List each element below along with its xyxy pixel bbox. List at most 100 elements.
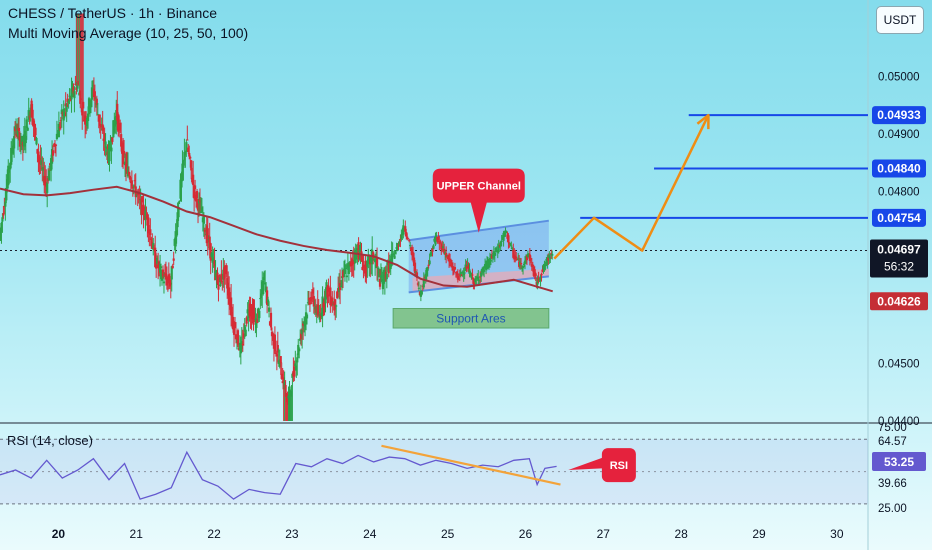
candle-body xyxy=(219,277,222,286)
candle-body xyxy=(133,180,136,182)
time-axis-label: 26 xyxy=(519,527,533,541)
candle-body xyxy=(192,174,195,186)
candle-body xyxy=(258,310,261,319)
candle-body xyxy=(132,185,135,187)
rsi-callout-text: RSI xyxy=(610,460,628,472)
candle-body xyxy=(305,314,309,319)
rsi-indicator-label[interactable]: RSI (14, close) xyxy=(7,433,93,448)
candle-body xyxy=(531,264,534,267)
currency-button[interactable]: USDT xyxy=(876,6,924,34)
candle-body xyxy=(413,262,417,274)
candle-body xyxy=(218,275,221,277)
rsi-callout-pointer xyxy=(568,456,607,470)
candle-body xyxy=(77,80,80,85)
candle-body xyxy=(439,241,442,243)
candle-body xyxy=(300,333,303,340)
candle-body xyxy=(467,264,470,272)
candle-body xyxy=(178,200,181,202)
candle-body xyxy=(505,230,508,232)
candle-body xyxy=(184,152,187,156)
candle-body xyxy=(18,136,22,147)
candle-body xyxy=(465,266,468,269)
candle-body xyxy=(174,231,177,247)
candle-body xyxy=(263,272,266,281)
candle-body xyxy=(177,206,180,218)
chart-symbol-title[interactable]: CHESS / TetherUS · 1h · Binance xyxy=(8,5,218,21)
candle-body xyxy=(525,255,529,261)
candle-body xyxy=(196,202,200,211)
candle-body xyxy=(534,273,537,277)
candle-body xyxy=(537,277,540,282)
candle-body xyxy=(273,334,276,352)
candle-body xyxy=(415,272,419,278)
candle-body xyxy=(379,275,383,278)
candle-body xyxy=(404,226,407,232)
candle-body xyxy=(225,265,228,275)
candle-body xyxy=(266,299,270,302)
candle-body xyxy=(239,345,242,354)
candle-body xyxy=(105,147,108,149)
candle-body xyxy=(503,232,506,234)
candle-body xyxy=(399,238,402,241)
candle-body xyxy=(546,257,549,266)
candle-body xyxy=(361,266,364,270)
candle-body xyxy=(480,272,483,277)
candle-body xyxy=(50,148,54,164)
candle-body xyxy=(217,284,220,290)
candle-body xyxy=(123,161,127,166)
candle-body xyxy=(101,124,104,131)
price-level-badge-text: 0.04754 xyxy=(877,211,921,225)
candle-body xyxy=(116,103,119,121)
candle-body xyxy=(2,213,5,216)
candle-body xyxy=(140,197,143,216)
rsi-axis-label: 39.66 xyxy=(878,478,907,490)
candle-body xyxy=(185,142,188,153)
candle-body xyxy=(308,303,312,305)
candle-body xyxy=(137,193,140,195)
candle-body xyxy=(76,82,79,89)
candle-body xyxy=(335,305,338,307)
candle-body xyxy=(213,261,216,267)
candle-body xyxy=(165,278,168,286)
candle-body xyxy=(79,90,82,104)
candle-body xyxy=(214,270,217,277)
candle-body xyxy=(320,312,323,316)
candle-body xyxy=(284,385,287,397)
candle-body xyxy=(378,279,382,287)
candle-body xyxy=(75,87,78,91)
candle-body xyxy=(42,167,45,171)
rsi-axis-label: 64.57 xyxy=(878,436,907,448)
time-axis-label: 29 xyxy=(752,527,766,541)
candle-body xyxy=(461,271,464,274)
candle-body xyxy=(331,297,334,306)
candle-body xyxy=(202,215,205,224)
candle-body xyxy=(157,264,160,269)
candle-body xyxy=(540,273,543,276)
indicator-label[interactable]: Multi Moving Average (10, 25, 50, 100) xyxy=(8,25,249,41)
candle-body xyxy=(210,253,213,258)
candle-body xyxy=(49,158,53,171)
candle-body xyxy=(341,271,345,278)
candle-body xyxy=(407,238,410,240)
candle-body xyxy=(411,248,414,256)
rsi-line xyxy=(0,450,557,500)
candle-body xyxy=(412,257,416,266)
candle-body xyxy=(443,248,446,254)
candle-body xyxy=(509,243,512,245)
candle-body xyxy=(52,144,56,146)
candle-body xyxy=(182,160,185,168)
candle-body xyxy=(167,274,170,284)
candle-body xyxy=(172,258,175,261)
candle-body xyxy=(326,286,329,298)
candle-body xyxy=(543,266,546,269)
candle-body xyxy=(209,243,212,261)
candle-body xyxy=(347,262,350,274)
candle-body xyxy=(36,149,39,154)
candle-body xyxy=(489,260,493,262)
time-axis-label: 27 xyxy=(597,527,611,541)
candle-body xyxy=(343,269,347,275)
candle-body xyxy=(295,365,298,371)
candle-body xyxy=(354,252,357,263)
candle-body xyxy=(325,282,328,291)
